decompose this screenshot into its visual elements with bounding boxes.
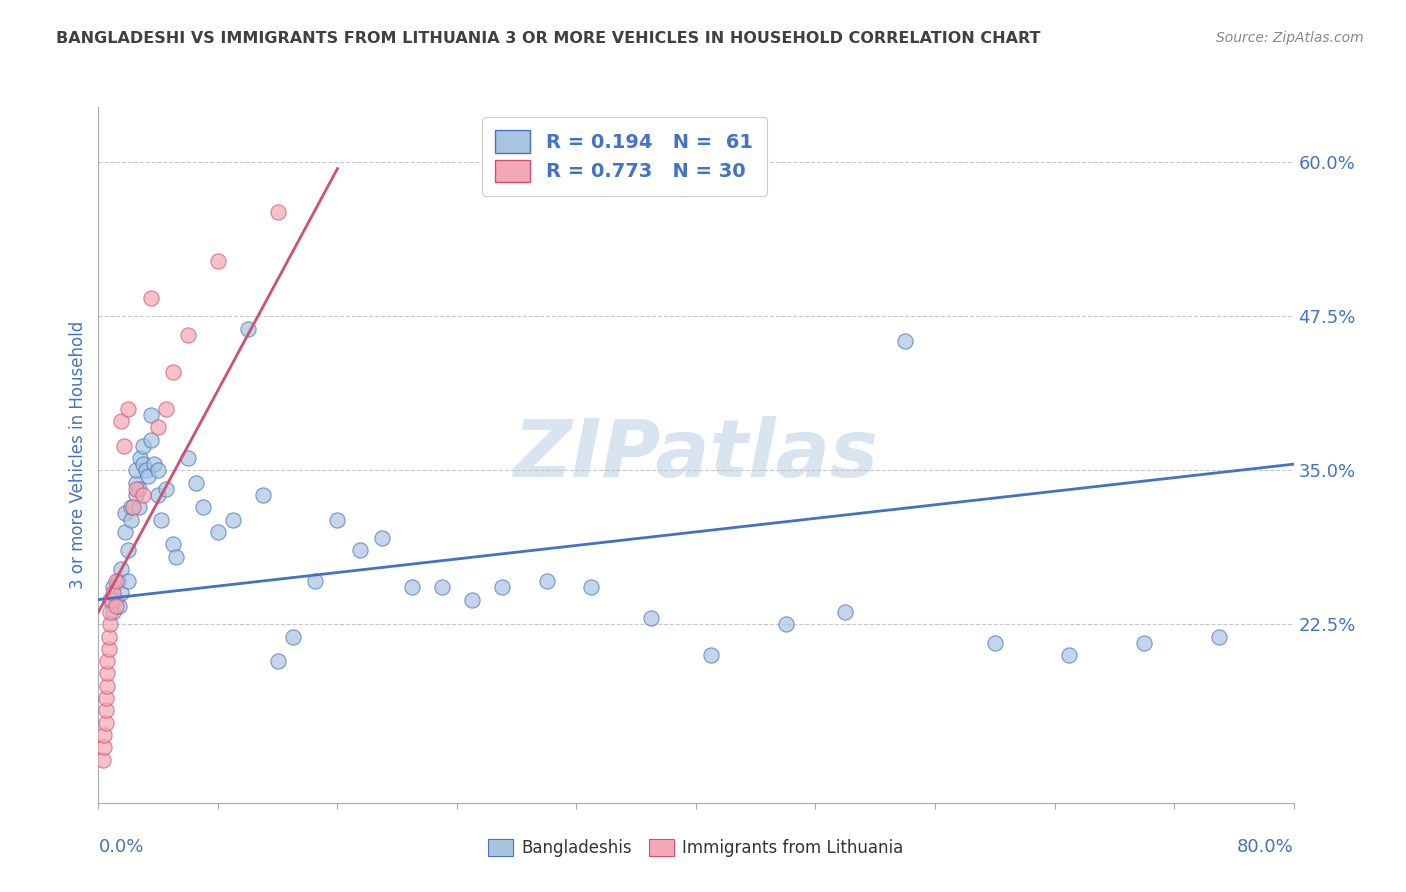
Point [177,327,200,342]
Point [775,617,797,632]
Point [94,715,117,730]
Point [105,599,128,613]
Point [267,204,290,219]
Point [120,500,142,515]
Point [120,512,142,526]
Point [536,574,558,589]
Point [114,524,136,539]
Text: 80.0%: 80.0% [1237,838,1294,856]
Point [162,537,184,551]
Point [177,450,200,465]
Point [148,420,170,434]
Point [103,605,125,619]
Point [105,574,128,589]
Point [136,469,159,483]
Point [1133,636,1156,650]
Point [110,586,132,600]
Point [105,592,128,607]
Point [91,753,114,767]
Point [191,500,214,515]
Point [98,617,122,632]
Point [125,463,148,477]
Point [125,482,148,496]
Point [894,334,917,348]
Point [121,500,143,515]
Point [983,636,1005,650]
Point [108,599,131,613]
Point [110,414,132,428]
Point [97,630,120,644]
Point [97,641,120,656]
Point [461,592,484,607]
Point [834,605,856,619]
Point [281,630,304,644]
Point [103,580,125,594]
Point [107,574,129,589]
Point [98,592,122,607]
Point [96,654,118,668]
Point [349,543,371,558]
Point [155,401,177,416]
Point [148,488,170,502]
Point [326,512,349,526]
Point [110,562,132,576]
Point [491,580,513,594]
Point [267,654,290,668]
Point [125,475,148,490]
Point [581,580,603,594]
Point [128,500,150,515]
Point [184,475,207,490]
Point [207,254,229,268]
Point [112,439,135,453]
Point [430,580,453,594]
Point [103,586,125,600]
Point [155,482,177,496]
Point [114,507,136,521]
Point [132,439,155,453]
Point [1059,648,1081,662]
Point [125,488,148,502]
Point [128,482,150,496]
Point [94,703,117,717]
Point [640,611,662,625]
Text: BANGLADESHI VS IMMIGRANTS FROM LITHUANIA 3 OR MORE VEHICLES IN HOUSEHOLD CORRELA: BANGLADESHI VS IMMIGRANTS FROM LITHUANIA… [56,31,1040,46]
Text: ZIPatlas: ZIPatlas [513,416,879,494]
Point [162,365,184,379]
Text: Source: ZipAtlas.com: Source: ZipAtlas.com [1216,31,1364,45]
Point [96,679,118,693]
Point [401,580,423,594]
Point [222,512,245,526]
Legend: Bangladeshis, Immigrants from Lithuania: Bangladeshis, Immigrants from Lithuania [482,832,910,864]
Point [236,321,259,335]
Point [304,574,326,589]
Point [117,401,139,416]
Point [101,592,124,607]
Point [93,728,115,742]
Point [139,408,162,422]
Point [371,531,394,545]
Point [129,450,152,465]
Point [132,457,155,471]
Point [148,463,170,477]
Point [252,488,274,502]
Text: 0.0%: 0.0% [98,838,143,856]
Y-axis label: 3 or more Vehicles in Household: 3 or more Vehicles in Household [69,321,87,589]
Point [94,691,117,706]
Point [96,666,118,681]
Point [142,457,165,471]
Point [132,488,155,502]
Point [700,648,723,662]
Point [1208,630,1230,644]
Point [139,291,162,305]
Point [139,433,162,447]
Point [117,574,139,589]
Point [98,605,122,619]
Point [135,463,157,477]
Point [93,740,115,755]
Point [207,524,229,539]
Point [117,543,139,558]
Point [165,549,187,564]
Point [150,512,173,526]
